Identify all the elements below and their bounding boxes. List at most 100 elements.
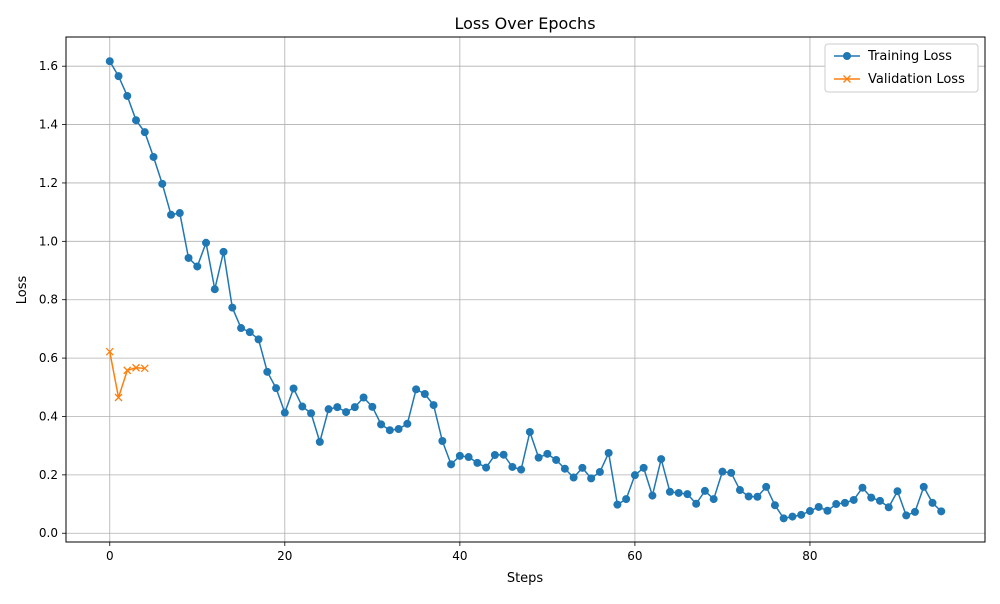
- training-loss-point: [149, 152, 158, 161]
- training-loss-point: [263, 367, 272, 376]
- training-loss-point: [420, 390, 429, 399]
- training-loss-point: [490, 451, 499, 460]
- training-loss-point: [797, 510, 806, 519]
- x-tick-label: 20: [277, 549, 292, 563]
- training-loss-point: [753, 492, 762, 501]
- training-loss-point: [298, 402, 307, 411]
- x-axis-label: Steps: [507, 571, 544, 586]
- training-loss-point: [692, 499, 701, 508]
- training-loss-point: [884, 503, 893, 512]
- training-loss-point: [403, 419, 412, 428]
- training-loss-point: [937, 507, 946, 516]
- training-loss-point: [840, 498, 849, 507]
- training-loss-point: [832, 500, 841, 509]
- training-loss-point: [368, 402, 377, 411]
- training-loss-point: [622, 495, 631, 504]
- training-loss-point: [517, 465, 526, 474]
- training-loss-point: [893, 487, 902, 496]
- y-tick-label: 1.4: [39, 118, 58, 132]
- y-tick-label: 0.2: [39, 468, 58, 482]
- training-loss-point: [237, 324, 246, 333]
- training-loss-point: [665, 487, 674, 496]
- x-tick-label: 40: [452, 549, 467, 563]
- training-loss-point: [560, 464, 569, 473]
- training-loss-point: [709, 495, 718, 504]
- training-loss-point: [412, 385, 421, 394]
- training-loss-point: [875, 496, 884, 505]
- training-loss-point: [394, 425, 403, 434]
- chart-title: Loss Over Epochs: [454, 14, 595, 33]
- training-loss-point: [333, 403, 342, 412]
- training-loss-point: [350, 403, 359, 412]
- training-loss-point: [674, 488, 683, 497]
- training-loss-point: [657, 455, 666, 464]
- training-loss-point: [499, 450, 508, 459]
- training-loss-point: [245, 328, 254, 337]
- training-loss-point: [648, 491, 657, 500]
- validation-loss-point: [105, 347, 114, 356]
- training-loss-point: [508, 462, 517, 471]
- training-loss-point: [735, 486, 744, 495]
- y-tick-label: 1.0: [39, 234, 58, 248]
- training-loss-point: [385, 426, 394, 435]
- training-loss-point: [823, 506, 832, 515]
- training-loss-point: [552, 455, 561, 464]
- training-loss-point: [455, 451, 464, 460]
- training-loss-point: [228, 303, 237, 312]
- training-loss-point: [210, 285, 219, 294]
- training-loss-point: [280, 408, 289, 417]
- x-tick-label: 60: [627, 549, 642, 563]
- training-loss-point: [902, 511, 911, 520]
- training-loss-point: [762, 482, 771, 491]
- training-loss-point: [543, 449, 552, 458]
- training-loss-point: [910, 507, 919, 516]
- y-tick-label: 0.0: [39, 526, 58, 540]
- training-loss-point: [473, 458, 482, 467]
- training-loss-point: [578, 463, 587, 472]
- training-loss-point: [307, 409, 316, 418]
- training-loss-point: [114, 72, 123, 81]
- training-loss-point: [342, 408, 351, 417]
- training-loss-point: [132, 116, 141, 125]
- training-loss-point: [175, 209, 184, 218]
- training-loss-point: [429, 401, 438, 410]
- training-loss-point: [359, 393, 368, 402]
- training-loss-point: [193, 262, 202, 271]
- training-loss-point: [377, 420, 386, 429]
- training-loss-point: [805, 507, 814, 516]
- training-loss-point: [447, 460, 456, 469]
- legend: Training Loss Validation Loss: [824, 43, 979, 93]
- training-loss-point: [569, 473, 578, 482]
- validation-loss-point: [123, 366, 132, 375]
- training-loss-point: [184, 253, 193, 262]
- y-tick-label: 1.6: [39, 59, 58, 73]
- training-loss-point: [613, 500, 622, 509]
- legend-validation-marker: [843, 75, 851, 83]
- training-loss-point: [858, 483, 867, 492]
- training-loss-point: [105, 57, 114, 66]
- training-loss-point: [718, 467, 727, 476]
- axis-ticks: 0 20 40 60 80 0.0 0.2 0.4 0.6 0.8 1.0 1.2 1.4 1.6: [39, 59, 818, 563]
- x-tick-label: 0: [106, 549, 114, 563]
- plot-series: [105, 57, 946, 523]
- legend-training-marker: [843, 52, 851, 60]
- training-loss-point: [928, 498, 937, 507]
- legend-box: [824, 43, 979, 93]
- training-loss-point: [289, 384, 298, 393]
- training-loss-point: [604, 448, 613, 457]
- training-loss-point: [788, 512, 797, 521]
- training-loss-point: [587, 474, 596, 483]
- validation-loss-point: [114, 393, 123, 402]
- training-loss-point: [438, 437, 447, 445]
- training-loss-point: [202, 238, 211, 247]
- training-loss-point: [919, 482, 928, 491]
- y-tick-label: 0.6: [39, 351, 58, 365]
- legend-training-label: Training Loss: [867, 49, 952, 64]
- training-loss-point: [315, 437, 324, 446]
- training-loss-point: [727, 468, 736, 477]
- training-loss-point: [158, 179, 167, 188]
- training-loss-point: [867, 493, 876, 502]
- training-loss-point: [683, 490, 692, 499]
